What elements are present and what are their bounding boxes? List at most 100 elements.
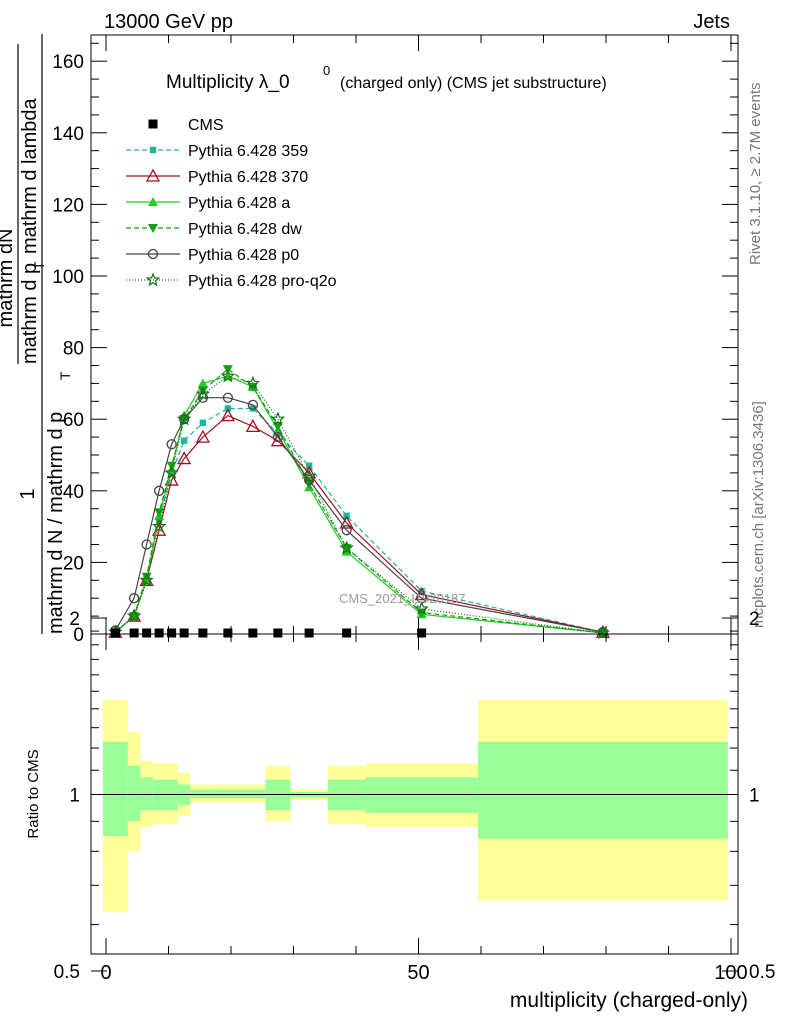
- data-marker: [197, 378, 208, 388]
- data-marker: [220, 408, 235, 422]
- data-marker: [339, 540, 354, 555]
- data-marker: [249, 405, 257, 412]
- data-marker: [341, 525, 352, 536]
- data-marker: [145, 272, 161, 287]
- y-label-inner-rest: mathrm d lambda: [19, 98, 41, 254]
- title-main: Multiplicity λ_0: [166, 72, 290, 93]
- y-tick-label: 60: [63, 410, 84, 431]
- data-marker: [248, 628, 258, 638]
- data-marker: [129, 628, 139, 638]
- data-marker: [179, 628, 189, 638]
- data-marker: [176, 411, 192, 426]
- data-marker: [167, 628, 177, 638]
- data-marker: [418, 587, 425, 595]
- series-line: [115, 375, 603, 634]
- green-band: [215, 789, 266, 799]
- legend-entry: Pythia 6.428 359: [126, 143, 308, 160]
- y-tick-label: 40: [63, 482, 84, 503]
- data-marker: [303, 474, 315, 486]
- legend-entry: CMS: [148, 117, 224, 134]
- data-marker: [141, 539, 152, 550]
- data-marker: [145, 168, 161, 182]
- y-label-fraction-one: 1: [17, 488, 39, 499]
- data-marker: [302, 465, 317, 479]
- legend: CMS Pythia 6.428 359 Pythia 6.428 370 Pythi…: [126, 117, 337, 290]
- data-marker: [198, 628, 208, 638]
- y-tick-label: 20: [63, 553, 84, 574]
- legend-label: Pythia 6.428 a: [188, 195, 290, 212]
- ratio-panel: 0.5 0.5 1 1 2 2: [54, 609, 776, 983]
- y-label-denominator-pre: mathrm d N / mathrm d p: [45, 412, 67, 634]
- ratio-tick-label-right: 0.5: [749, 962, 775, 983]
- legend-entry: Pythia 6.428 pro-q2o: [126, 272, 337, 290]
- y-tick-label: 120: [52, 195, 84, 216]
- green-band: [190, 789, 216, 799]
- data-marker: [301, 468, 317, 483]
- data-marker: [199, 419, 207, 426]
- data-marker: [223, 628, 233, 638]
- legend-entry: Pythia 6.428 p0: [126, 247, 299, 264]
- data-marker: [272, 422, 283, 432]
- data-marker: [148, 119, 158, 129]
- ratio-y-label: Ratio to CMS: [25, 749, 42, 838]
- data-marker: [414, 601, 429, 616]
- y-tick-label: 100: [52, 267, 84, 288]
- data-marker: [245, 419, 260, 433]
- ratio-tick-label: 0.5: [54, 962, 80, 983]
- data-marker: [148, 224, 158, 233]
- data-marker: [142, 628, 152, 638]
- data-marker: [128, 593, 140, 604]
- data-marker: [195, 429, 210, 443]
- legend-entry: Pythia 6.428 dw: [126, 221, 302, 238]
- analysis-watermark: CMS_2021_I1920187: [339, 591, 466, 606]
- legend-entry: Pythia 6.428 a: [126, 195, 290, 212]
- data-marker: [342, 628, 352, 638]
- data-marker: [139, 572, 154, 586]
- x-tick-label: 0: [100, 962, 111, 984]
- rivet-version-label: Rivet 3.1.10, ≥ 2.7M events: [747, 83, 764, 266]
- data-marker: [149, 146, 157, 154]
- data-marker: [148, 197, 158, 206]
- data-marker: [197, 386, 208, 396]
- y-label-numerator: mathrm dN: [0, 229, 17, 328]
- ratio-tick-label-right: 2: [749, 609, 760, 630]
- data-marker: [270, 411, 286, 426]
- green-band: [103, 741, 128, 836]
- data-marker: [195, 386, 211, 401]
- mcplots-label: mcplots.cern.ch [arXiv:1306.3436]: [750, 401, 767, 628]
- data-marker: [166, 439, 177, 450]
- data-marker: [595, 625, 611, 640]
- data-marker: [139, 572, 154, 587]
- x-tick-label: 50: [407, 962, 429, 984]
- data-marker: [272, 431, 284, 443]
- legend-label: CMS: [188, 117, 224, 134]
- green-band: [477, 741, 728, 839]
- data-marker: [220, 368, 236, 383]
- legend-label: Pythia 6.428 370: [188, 169, 308, 186]
- cms-data-group: [110, 628, 427, 638]
- ratio-tick-label: 2: [69, 609, 80, 630]
- series-pythia-6-428-p0: [110, 392, 609, 638]
- data-marker: [180, 437, 188, 444]
- chart-title: Multiplicity λ_0 0 (charged only) (CMS j…: [166, 63, 607, 93]
- legend-label: Pythia 6.428 p0: [188, 247, 299, 264]
- data-marker: [245, 375, 261, 390]
- green-band: [365, 777, 478, 813]
- data-marker: [164, 465, 179, 480]
- data-marker: [222, 392, 234, 403]
- data-marker: [126, 608, 142, 623]
- y-label-denominator-sub: T: [57, 371, 73, 380]
- data-marker: [154, 628, 164, 638]
- data-marker: [304, 628, 314, 638]
- y-tick-label: 140: [52, 124, 84, 145]
- data-marker: [153, 485, 165, 496]
- y-tick-label: 80: [63, 339, 84, 360]
- x-axis-ticks: 0 50 100: [100, 634, 748, 984]
- process-label: 13000 GeV pp: [104, 11, 233, 33]
- y-axis-label: 1 mathrm d N / mathrm d p T mathrm dN ma…: [0, 34, 73, 634]
- ratio-frame: [90, 633, 739, 955]
- data-marker: [151, 518, 167, 533]
- mc-series-group: [108, 365, 611, 640]
